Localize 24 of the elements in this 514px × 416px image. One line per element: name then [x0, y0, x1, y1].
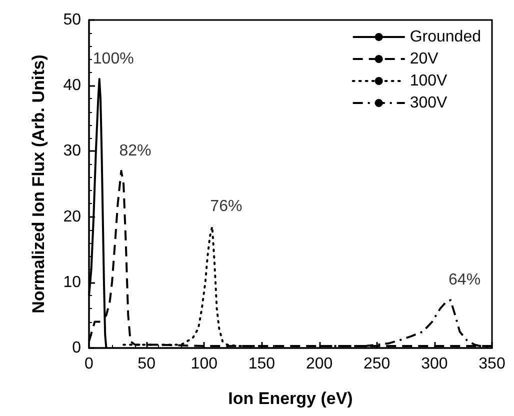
y-tick-label: 10: [63, 274, 82, 291]
x-tick-label: 200: [306, 356, 333, 372]
x-tick-label: 250: [364, 356, 390, 372]
annotation: 100%: [92, 50, 134, 68]
y-tick-label: 30: [63, 142, 82, 160]
y-tick-label: 40: [63, 77, 82, 94]
y-tick-label: 0: [72, 340, 82, 356]
x-tick-label: 100: [190, 356, 218, 372]
annotation: 82%: [119, 142, 152, 160]
x-tick-label: 50: [138, 356, 156, 372]
x-tick-label: 300: [421, 356, 448, 372]
legend-label: 20V: [410, 50, 439, 68]
x-tick-label: 150: [248, 356, 276, 372]
x-axis-title: Ion Energy (eV): [228, 389, 353, 408]
y-tick-label: 20: [63, 208, 82, 226]
x-tick-label: 350: [478, 356, 506, 372]
legend-label: 100V: [410, 72, 448, 90]
legend-label: Grounded: [410, 28, 482, 46]
x-tick-label: 0: [84, 356, 94, 372]
y-axis-title: Normalized Ion Flux (Arb. Units): [29, 54, 48, 314]
y-tick-label: 50: [63, 12, 82, 28]
legend-label: 300V: [410, 94, 448, 112]
annotation: 64%: [448, 272, 481, 289]
annotation: 76%: [210, 198, 242, 216]
